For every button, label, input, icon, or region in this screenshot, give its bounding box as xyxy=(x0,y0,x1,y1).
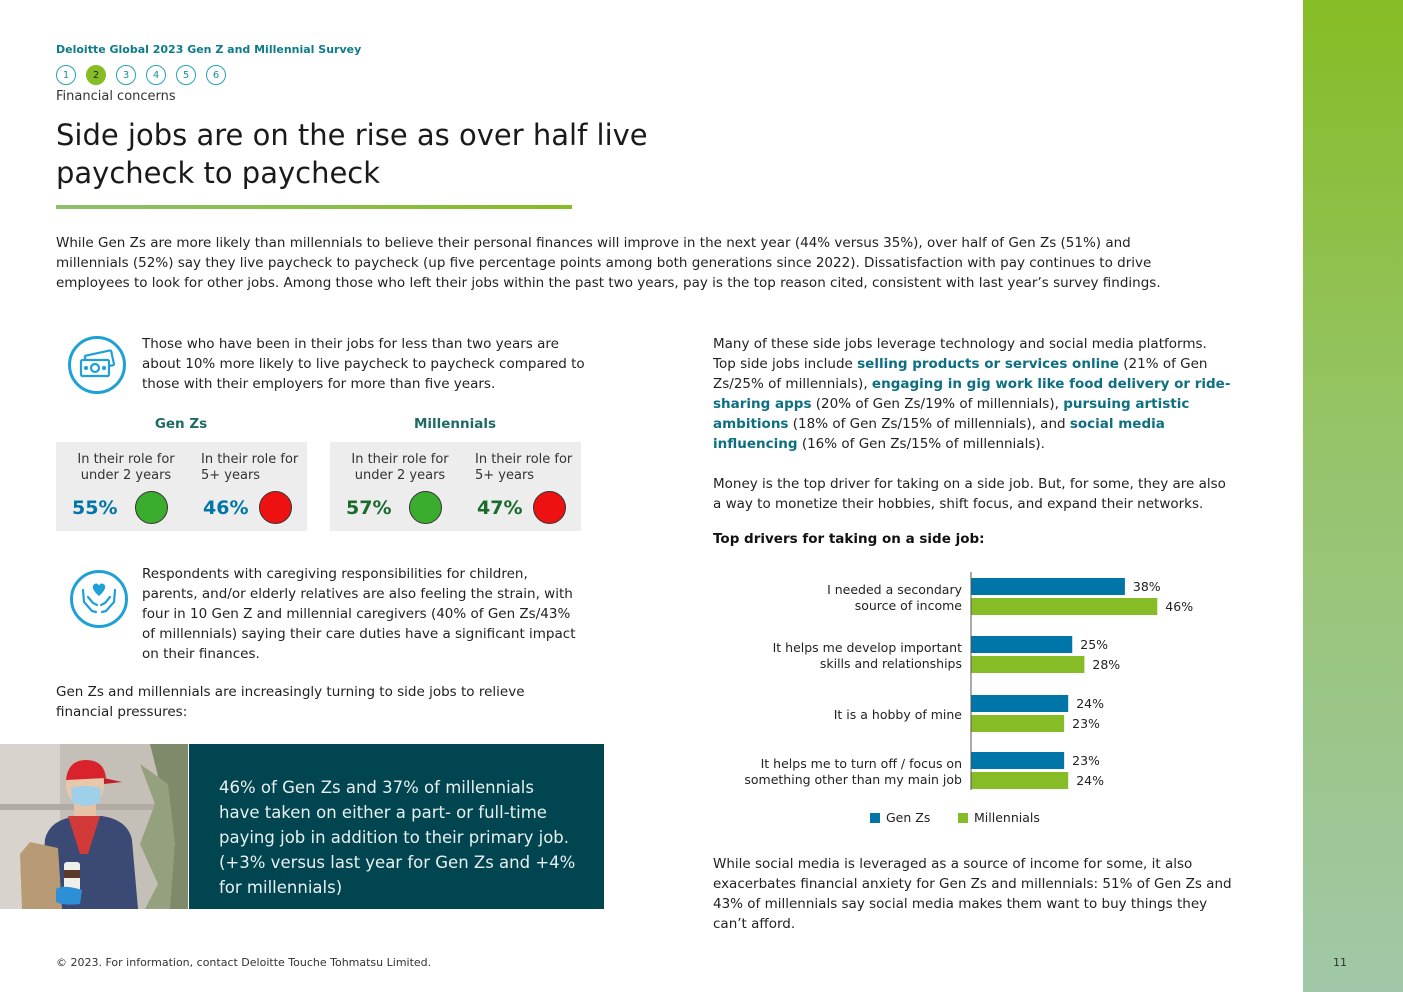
stat-label-5-plus: In their role for 5+ years xyxy=(475,452,573,483)
side-gradient-band xyxy=(1303,0,1403,992)
millennials-stat-box: In their role for under 2 years In their… xyxy=(330,442,581,531)
text-segment: (18% of Gen Zs/15% of millennials), and xyxy=(788,416,1070,432)
page-title: Side jobs are on the rise as over half l… xyxy=(56,118,648,190)
intro-paragraph: While Gen Zs are more likely than millen… xyxy=(56,235,1161,291)
data-label: 25% xyxy=(1080,637,1108,652)
category-label: It is a hobby of mine xyxy=(834,707,963,722)
legend-label: Millennials xyxy=(974,810,1040,825)
legend-swatch xyxy=(870,813,880,823)
footer-copyright: © 2023. For information, contact Deloitt… xyxy=(56,956,432,969)
money-icon xyxy=(68,336,126,394)
bar-millennials xyxy=(971,715,1065,732)
category-label: It helps me develop important xyxy=(773,640,963,655)
chart-title: Top drivers for taking on a side job: xyxy=(713,531,985,547)
green-dot-icon xyxy=(135,491,168,524)
nav-item-3[interactable]: 3 xyxy=(116,65,136,85)
data-label: 23% xyxy=(1072,716,1100,731)
legend-swatch xyxy=(958,813,968,823)
category-label: It helps me to turn off / focus on xyxy=(761,756,962,771)
green-dot-icon xyxy=(409,491,442,524)
nav-item-6[interactable]: 6 xyxy=(206,65,226,85)
delivery-worker-photo xyxy=(0,744,188,909)
bar-millennials xyxy=(971,598,1158,615)
bar-genz xyxy=(971,578,1125,595)
side-job-callout: 46% of Gen Zs and 37% of millennials hav… xyxy=(189,744,604,909)
highlight-artistic: pursuing artistic ambitions xyxy=(713,396,1190,432)
data-label: 38% xyxy=(1133,579,1161,594)
stat-label-under-2: In their role for under 2 years xyxy=(351,452,449,483)
category-label: something other than my main job xyxy=(744,772,962,787)
social-media-paragraph: While social media is leveraged as a sou… xyxy=(713,856,1232,932)
text-segment: (16% of Gen Zs/15% of millennials). xyxy=(797,436,1045,452)
page-number: 11 xyxy=(1333,956,1347,969)
tenure-note: Those who have been in their jobs for le… xyxy=(142,336,585,392)
money-driver-paragraph: Money is the top driver for taking on a … xyxy=(713,476,1226,512)
side-jobs-lead: Gen Zs and millennials are increasingly … xyxy=(56,684,525,720)
caring-hands-icon xyxy=(70,570,128,628)
genz-stat-box: In their role for under 2 years In their… xyxy=(56,442,307,531)
bar-millennials xyxy=(971,772,1069,789)
category-label: I needed a secondary xyxy=(827,582,963,597)
stat-value-under-2: 55% xyxy=(72,497,118,519)
stat-value-5-plus: 47% xyxy=(477,497,523,519)
red-dot-icon xyxy=(259,491,292,524)
bar-genz xyxy=(971,636,1073,653)
stat-label-under-2: In their role for under 2 years xyxy=(77,452,175,483)
highlight-selling-online: selling products or services online xyxy=(857,356,1119,372)
nav-item-5[interactable]: 5 xyxy=(176,65,196,85)
highlight-gig-work: engaging in gig work like food delivery … xyxy=(713,376,1231,412)
bar-genz xyxy=(971,752,1065,769)
nav-item-4[interactable]: 4 xyxy=(146,65,166,85)
millennials-heading: Millennials xyxy=(413,416,497,432)
title-underline xyxy=(56,205,572,209)
data-label: 24% xyxy=(1076,773,1104,788)
nav-item-1[interactable]: 1 xyxy=(56,65,76,85)
data-label: 23% xyxy=(1072,753,1100,768)
stat-value-5-plus: 46% xyxy=(203,497,249,519)
genz-heading: Gen Zs xyxy=(154,416,208,432)
red-dot-icon xyxy=(533,491,566,524)
section-label: Financial concerns xyxy=(56,89,176,104)
bar-genz xyxy=(971,695,1069,712)
legend-label: Gen Zs xyxy=(886,810,930,825)
section-nav: 1 2 3 4 5 6 xyxy=(56,65,226,85)
callout-text: 46% of Gen Zs and 37% of millennials hav… xyxy=(219,778,576,897)
data-label: 28% xyxy=(1092,657,1120,672)
highlight-influencing: social media influencing xyxy=(713,416,1165,452)
text-segment: (21% of Gen Zs/25% of millennials), xyxy=(713,356,1208,392)
stat-value-under-2: 57% xyxy=(346,497,392,519)
survey-title: Deloitte Global 2023 Gen Z and Millennia… xyxy=(56,43,362,56)
stat-label-5-plus: In their role for 5+ years xyxy=(201,452,299,483)
text-segment: (20% of Gen Zs/19% of millennials), xyxy=(811,396,1064,412)
side-jobs-paragraph: Many of these side jobs leverage technol… xyxy=(713,334,1233,454)
category-label: skills and relationships xyxy=(820,656,962,671)
data-label: 46% xyxy=(1165,599,1193,614)
data-label: 24% xyxy=(1076,696,1104,711)
category-label: source of income xyxy=(855,598,963,613)
bar-millennials xyxy=(971,656,1085,673)
text-segment: Many of these side jobs leverage technol… xyxy=(713,336,1207,372)
caregiving-paragraph: Respondents with caregiving responsibili… xyxy=(142,566,576,662)
nav-item-2[interactable]: 2 xyxy=(86,65,106,85)
